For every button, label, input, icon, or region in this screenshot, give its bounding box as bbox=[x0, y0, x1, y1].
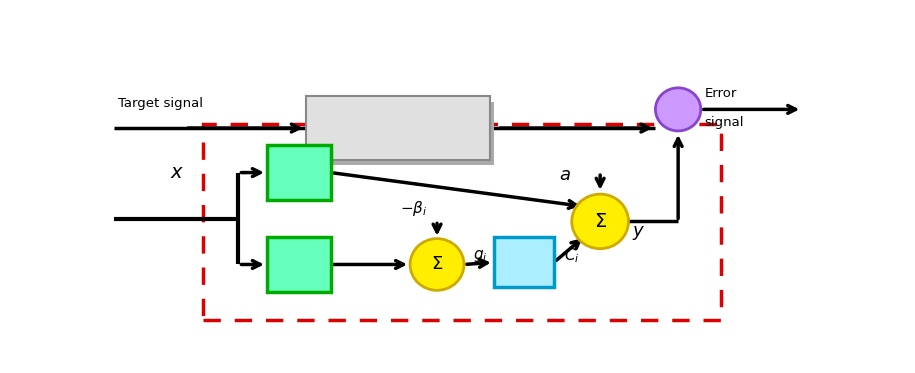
Bar bbox=[203, 124, 721, 320]
Bar bbox=[494, 237, 554, 288]
Text: $\alpha_i^T$: $\alpha_i^T$ bbox=[288, 252, 309, 277]
Text: signal: signal bbox=[705, 116, 744, 129]
Text: $\Sigma$: $\Sigma$ bbox=[431, 256, 443, 273]
Text: B: B bbox=[291, 163, 307, 182]
Bar bbox=[309, 102, 494, 165]
Bar bbox=[267, 145, 330, 200]
Text: Target signal: Target signal bbox=[118, 97, 203, 110]
Bar bbox=[267, 237, 330, 292]
Text: $a$: $a$ bbox=[559, 166, 571, 184]
Bar bbox=[306, 97, 490, 160]
Text: $\Sigma$: $\Sigma$ bbox=[594, 212, 607, 231]
Text: $C_i$: $C_i$ bbox=[564, 247, 579, 265]
Ellipse shape bbox=[410, 239, 464, 290]
Text: Preprocessing: Preprocessing bbox=[326, 119, 470, 137]
Text: $-\beta_i$: $-\beta_i$ bbox=[400, 199, 427, 218]
Ellipse shape bbox=[655, 88, 701, 131]
Text: Error: Error bbox=[705, 87, 737, 100]
Ellipse shape bbox=[572, 194, 629, 249]
Text: $x$: $x$ bbox=[169, 163, 184, 182]
Text: $|g_i|$: $|g_i|$ bbox=[511, 251, 536, 273]
Text: $g_i$: $g_i$ bbox=[473, 248, 488, 264]
Text: $y$: $y$ bbox=[632, 224, 645, 242]
